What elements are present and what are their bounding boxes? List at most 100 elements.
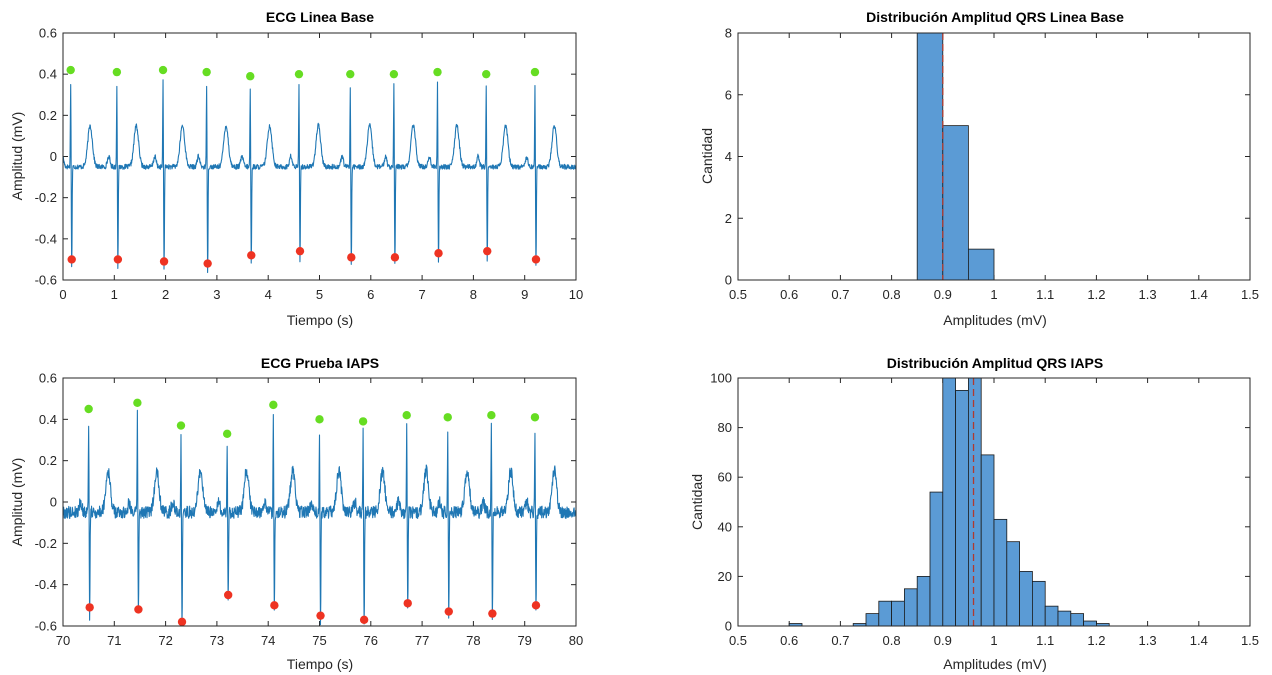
y-tick-label: 0 [725, 273, 732, 288]
histogram-bar [942, 377, 956, 627]
r-peak-marker [133, 398, 142, 407]
s-trough-marker [403, 599, 412, 608]
r-peak-marker [358, 417, 368, 426]
r-peak-marker [294, 69, 304, 79]
plot-area [62, 377, 577, 627]
x-tick-label: 0 [59, 287, 66, 302]
axes-box [737, 32, 1251, 281]
r-peak-marker [158, 65, 168, 75]
r-peak-marker [389, 69, 399, 79]
s-trough-marker [359, 615, 369, 624]
r-peak-marker [530, 67, 540, 77]
x-tick-label: 10 [569, 287, 583, 302]
x-tick-label: 0.7 [831, 633, 849, 648]
y-tick-label: -0.6 [35, 619, 57, 634]
x-tick-label: 1.1 [1036, 287, 1054, 302]
x-tick-label: 9 [521, 287, 528, 302]
panel-histogram-iaps: Distribución Amplitud QRS IAPS Cantidad … [689, 355, 1259, 672]
r-peak-marker [222, 429, 232, 438]
x-tick-label: 1 [990, 287, 997, 302]
x-tick-label: 75 [312, 633, 326, 648]
histogram-bar [1083, 620, 1097, 627]
histogram-bar [1032, 580, 1046, 627]
panel-histogram-baseline: Distribución Amplitud QRS Linea Base Can… [699, 9, 1259, 328]
y-tick-label: 0 [50, 495, 57, 510]
y-tick-label: 20 [718, 569, 732, 584]
s-trough-marker [483, 246, 492, 256]
ecg-trace-line [62, 409, 577, 626]
x-tick-label: 0.8 [883, 287, 901, 302]
histogram-bar [955, 389, 969, 627]
x-tick-label: 1.2 [1087, 633, 1105, 648]
x-tick-label: 6 [367, 287, 374, 302]
x-tick-label: 0.9 [934, 287, 952, 302]
s-trough-marker [434, 249, 443, 258]
y-tick-label: 2 [725, 211, 732, 226]
r-peak-marker [269, 400, 278, 410]
panel-ecg-baseline: ECG Linea Base Amplitud (mV) Tiempo (s) … [9, 9, 583, 328]
y-axis-label: Cantidad [689, 474, 705, 530]
x-tick-label: 0.8 [883, 633, 901, 648]
y-tick-label: 6 [725, 87, 732, 102]
panel-ecg-iaps: ECG Prueba IAPS Amplitud (mV) Tiempo (s)… [9, 355, 583, 672]
x-tick-labels: 70 71 72 73 74 75 76 77 78 79 80 [56, 633, 583, 648]
x-axis-label: Tiempo (s) [287, 312, 353, 328]
axes-box [62, 32, 577, 281]
y-tick-label: 60 [718, 470, 732, 485]
histogram-bar [1070, 613, 1085, 627]
x-tick-label: 1.1 [1036, 633, 1054, 648]
x-tick-label: 4 [265, 287, 272, 302]
x-tick-label: 0.9 [934, 633, 952, 648]
s-trough-marker [347, 253, 356, 262]
x-tick-label: 76 [364, 633, 378, 648]
x-tick-label: 0.6 [780, 287, 798, 302]
histogram-bar [916, 576, 931, 627]
y-tick-label: 0.6 [39, 371, 57, 386]
histogram-bar [929, 491, 944, 627]
s-trough-marker [177, 617, 187, 627]
r-peak-marker [482, 69, 491, 79]
x-tick-label: 71 [107, 633, 121, 648]
panel-title: Distribución Amplitud QRS IAPS [887, 355, 1104, 371]
x-tick-labels: 0.5 0.6 0.7 0.8 0.9 1 1.1 1.2 1.3 1.4 1.5 [729, 287, 1259, 302]
x-tick-label: 79 [517, 633, 531, 648]
y-tick-label: 0.6 [39, 26, 57, 41]
s-trough-marker [247, 251, 256, 260]
s-trough-marker [85, 603, 94, 612]
x-tick-label: 77 [415, 633, 429, 648]
s-trough-marker [316, 611, 325, 620]
y-axis-label: Cantidad [699, 128, 715, 184]
x-tick-label: 1.3 [1139, 287, 1157, 302]
y-tick-label: -0.6 [35, 273, 57, 288]
x-tick-label: 1.4 [1190, 287, 1208, 302]
y-tick-label: 4 [725, 149, 732, 164]
x-tick-label: 1.5 [1241, 287, 1259, 302]
y-tick-labels: -0.6 -0.4 -0.2 0 0.2 0.4 0.6 [35, 371, 57, 634]
r-peak-marker [487, 411, 496, 420]
y-axis-label: Amplitud (mV) [9, 112, 25, 201]
y-tick-label: -0.2 [35, 190, 57, 205]
x-axis-label: Amplitudes (mV) [943, 312, 1046, 328]
histogram-bar [904, 588, 918, 627]
x-tick-label: 8 [470, 287, 477, 302]
x-tick-label: 1.4 [1190, 633, 1208, 648]
r-peak-marker [433, 67, 442, 77]
y-tick-label: 40 [718, 519, 732, 534]
s-trough-marker [270, 601, 279, 610]
x-tick-label: 1 [111, 287, 118, 302]
s-trough-marker [67, 255, 76, 264]
histogram-bar [916, 32, 944, 281]
r-peak-marker [176, 421, 186, 430]
histogram-bar [1044, 605, 1059, 627]
panel-title: ECG Linea Base [266, 9, 374, 25]
y-tick-label: 0.2 [39, 453, 57, 468]
x-tick-label: 2 [162, 287, 169, 302]
histogram-bar [942, 125, 969, 281]
s-trough-marker [113, 255, 123, 264]
ecg-trace-line [62, 79, 577, 274]
x-tick-label: 72 [158, 633, 172, 648]
panel-title: Distribución Amplitud QRS Linea Base [866, 9, 1124, 25]
r-peak-marker [112, 67, 122, 77]
s-trough-marker [134, 605, 143, 614]
s-trough-marker [444, 607, 453, 616]
